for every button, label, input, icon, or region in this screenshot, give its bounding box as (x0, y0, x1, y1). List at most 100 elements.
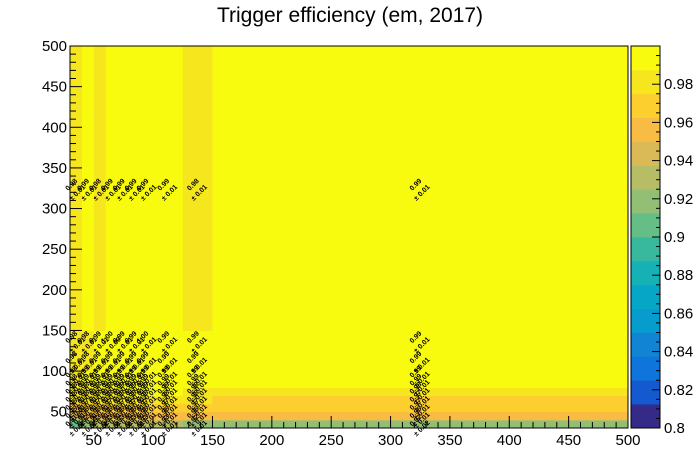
heatmap-cell (153, 46, 184, 331)
color-scale-swatch (631, 284, 660, 310)
heatmap-cell (70, 350, 83, 372)
z-tick-label: 0.98 (664, 76, 693, 93)
heatmap-cell (182, 330, 213, 352)
color-scale-swatch (631, 189, 660, 214)
heatmap-cell (129, 330, 142, 352)
z-tick-label: 0.8 (664, 420, 685, 437)
color-scale-bar (630, 45, 661, 429)
y-tick-label: 100 (42, 363, 67, 380)
heatmap-cell (117, 330, 130, 352)
heatmap-cell (141, 403, 154, 413)
heatmap-cell (81, 403, 95, 413)
heatmap-cell (93, 387, 107, 396)
heatmap-cell (117, 371, 130, 380)
heatmap-cell (129, 419, 142, 429)
heatmap-cell (105, 371, 118, 380)
color-scale-swatch (631, 260, 660, 286)
heatmap-cell (81, 419, 95, 429)
heatmap-cell (93, 395, 107, 405)
heatmap-cell (81, 379, 95, 388)
z-tick-label: 0.94 (664, 153, 693, 170)
x-tick-label: 450 (556, 432, 581, 449)
color-scale-swatch (631, 356, 660, 381)
heatmap-cell (212, 379, 629, 388)
heatmap-cell (117, 46, 130, 331)
heatmap-cell (105, 330, 118, 352)
heatmap-cell (117, 387, 130, 396)
color-scale-swatch (631, 404, 660, 429)
heatmap-cell (70, 411, 83, 421)
heatmap-cell (212, 350, 629, 372)
color-scale-swatch (631, 141, 660, 166)
heatmap-cell (117, 403, 130, 413)
x-tick-label: 100 (141, 432, 166, 449)
y-tick-label: 50 (50, 404, 67, 421)
heatmap-cell (141, 46, 154, 331)
heatmap-cells (70, 46, 629, 429)
heatmap-cell (212, 387, 629, 396)
x-tick-label: 200 (259, 432, 284, 449)
z-tick-label: 0.86 (664, 305, 693, 322)
heatmap-cell (212, 411, 629, 421)
heatmap-cell (153, 330, 184, 352)
heatmap-cell (182, 403, 213, 413)
heatmap-cell (182, 395, 213, 405)
heatmap-cell (105, 46, 118, 331)
heatmap-cell (182, 387, 213, 396)
heatmap-cell (129, 395, 142, 405)
heatmap-cell (93, 350, 107, 372)
heatmap-cell (70, 395, 83, 405)
heatmap-cell (141, 379, 154, 388)
y-tick-label: 400 (42, 119, 67, 136)
heatmap-cell (212, 419, 629, 429)
color-scale-swatch (631, 93, 660, 119)
heatmap-cell (141, 371, 154, 380)
y-tick-label: 350 (42, 160, 67, 177)
color-scale-swatch (631, 332, 660, 357)
heatmap-cell (141, 330, 154, 352)
z-tick-label: 0.88 (664, 267, 693, 284)
heatmap-cell (81, 411, 95, 421)
heatmap-cell (182, 411, 213, 421)
heatmap-cell (129, 379, 142, 388)
x-tick-label: 300 (378, 432, 403, 449)
heatmap-cell (129, 350, 142, 372)
y-tick-label: 500 (42, 38, 67, 55)
heatmap-cell (93, 403, 107, 413)
heatmap-cell (105, 350, 118, 372)
heatmap-cell (105, 419, 118, 429)
y-tick-label: 250 (42, 241, 67, 258)
heatmap-cell (129, 411, 142, 421)
color-scale-swatch (631, 308, 660, 333)
heatmap-cell (212, 46, 629, 331)
heatmap-cell (70, 387, 83, 396)
heatmap-cell (141, 387, 154, 396)
heatmap-cell (105, 379, 118, 388)
chart-title: Trigger efficiency (em, 2017) (217, 4, 483, 27)
y-axis: 50 100 150 200 250 300 350 400 450 500 (42, 38, 82, 429)
z-tick-label: 0.96 (664, 114, 693, 131)
heatmap-cell (70, 379, 83, 388)
heatmap-cell (105, 411, 118, 421)
x-tick-label: 500 (615, 432, 640, 449)
heatmap-cell (81, 350, 95, 372)
heatmap-cell (129, 403, 142, 413)
color-scale-swatch (631, 237, 660, 262)
x-tick-label: 400 (497, 432, 522, 449)
heatmap-cell (70, 371, 83, 380)
x-tick-label: 350 (437, 432, 462, 449)
heatmap-cell (70, 419, 83, 429)
heatmap-cell (153, 411, 184, 421)
heatmap-cell (141, 419, 154, 429)
plot-frame (69, 45, 629, 429)
heatmap-cell (105, 403, 118, 413)
y-tick-label: 300 (42, 201, 67, 218)
heatmap-cell (182, 379, 213, 388)
heatmap-cell (81, 371, 95, 380)
heatmap-cell (182, 419, 213, 429)
heatmap-cell (141, 411, 154, 421)
heatmap-cell (117, 379, 130, 388)
heatmap-cell (153, 387, 184, 396)
